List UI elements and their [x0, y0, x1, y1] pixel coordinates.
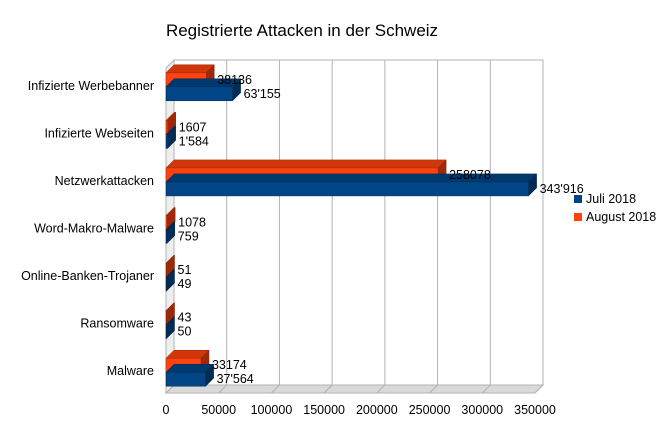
- legend: Juli 2018 August 2018: [574, 192, 656, 224]
- legend-swatch: [574, 195, 582, 203]
- gridline-floor: [376, 384, 386, 394]
- data-label: 63'155: [244, 87, 281, 101]
- data-label: 258078: [449, 168, 491, 182]
- x-tick-label: 150000: [303, 403, 345, 417]
- data-label: 33174: [212, 358, 247, 372]
- bar-face: [165, 134, 168, 149]
- category-label: Online-Banken-Trojaner: [21, 269, 154, 283]
- bar-face: [165, 120, 168, 135]
- data-label: 759: [178, 230, 199, 244]
- gridline-floor: [534, 384, 544, 394]
- gridlines: [165, 60, 544, 394]
- category-labels: Infizierte Werbebanner Infizierte Webseit…: [21, 79, 154, 378]
- x-tick-labels: 0 50000 100000 150000 200000 250000 300000 3500…: [163, 403, 556, 417]
- bar: [165, 173, 538, 197]
- category-label: Ransomware: [80, 317, 154, 331]
- bar-face: [165, 86, 233, 102]
- bar-face: [165, 276, 167, 292]
- category-label: Word-Makro-Malware: [34, 222, 154, 236]
- back-wall: [173, 59, 544, 386]
- data-label: 1078: [178, 216, 206, 230]
- bar-face: [165, 371, 206, 387]
- data-label: 37'564: [217, 372, 254, 386]
- legend-label: Juli 2018: [586, 192, 636, 206]
- bar: [165, 316, 176, 340]
- legend-label: August 2018: [586, 210, 656, 224]
- data-label: 1607: [179, 120, 207, 134]
- data-label: 1'584: [179, 134, 209, 148]
- bar: [165, 220, 176, 245]
- category-label: Malware: [107, 364, 154, 378]
- x-tick-label: 100000: [251, 403, 293, 417]
- bar-face: [165, 229, 168, 244]
- bars: [165, 64, 538, 387]
- x-tick-label: 50000: [201, 403, 236, 417]
- data-label: 50: [178, 325, 192, 339]
- gridline-floor: [218, 384, 228, 394]
- bar: [165, 302, 176, 326]
- gridline-floor: [323, 384, 333, 394]
- bar-face: [165, 181, 529, 197]
- x-tick-label: 250000: [409, 403, 451, 417]
- bar-top: [165, 64, 215, 74]
- x-tick-label: 350000: [514, 403, 556, 417]
- category-label: Netzwerkattacken: [55, 174, 154, 188]
- data-label: 43: [178, 311, 192, 325]
- data-label: 343'916: [540, 182, 584, 196]
- data-label: 49: [178, 277, 192, 291]
- bar-face: [165, 310, 167, 325]
- bar: [165, 268, 176, 292]
- data-label: 38136: [217, 73, 252, 87]
- category-label: Infizierte Webseiten: [44, 126, 154, 140]
- bar: [165, 111, 177, 135]
- bar: [165, 125, 177, 149]
- legend-swatch: [574, 213, 582, 221]
- bar-face: [165, 215, 168, 230]
- gridline-floor: [271, 384, 280, 394]
- category-label: Infizierte Werbebanner: [28, 79, 154, 93]
- chart-title: Registrierte Attacken in der Schweiz: [166, 21, 438, 40]
- bar-top: [165, 159, 447, 169]
- bar: [165, 78, 242, 102]
- plot-frame: [164, 58, 545, 395]
- bar-face: [165, 324, 167, 339]
- data-label: 51: [178, 263, 192, 277]
- gridline-floor: [429, 384, 438, 394]
- gridline-floor: [481, 384, 491, 394]
- x-tick-label: 0: [163, 403, 170, 417]
- bar: [165, 363, 215, 387]
- x-tick-label: 300000: [461, 403, 503, 417]
- x-tick-label: 200000: [356, 403, 398, 417]
- bar-face: [165, 262, 167, 278]
